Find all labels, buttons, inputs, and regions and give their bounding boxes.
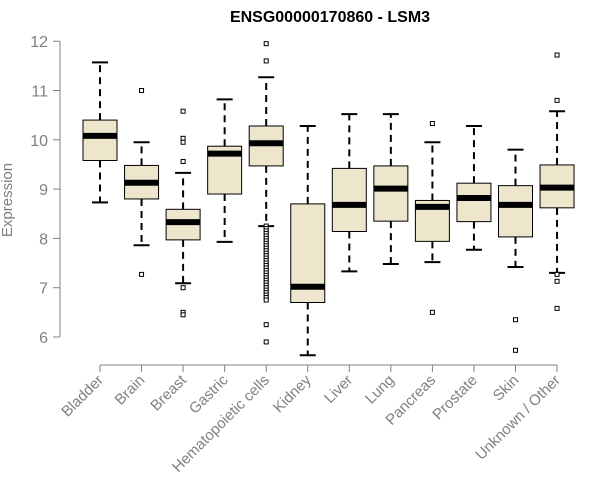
x-tick-label: Bladder: [58, 372, 107, 421]
x-tick-label: Lung: [362, 372, 398, 408]
outlier-point: [513, 317, 518, 323]
outlier-point: [180, 285, 186, 291]
y-tick-label: 7: [39, 281, 48, 298]
box-3: [165, 108, 201, 318]
outlier-point: [263, 41, 269, 47]
boxplot-series: [82, 41, 575, 357]
outlier-point: [554, 278, 560, 284]
outlier-point: [554, 97, 560, 103]
x-tick-label: Breast: [147, 371, 190, 414]
box-10: [456, 124, 492, 251]
outlier-point: [554, 271, 560, 277]
y-tick-label: 6: [39, 330, 48, 347]
box-12: [539, 52, 575, 311]
chart-title: ENSG00000170860 - LSM3: [230, 9, 430, 26]
box-2: [124, 88, 160, 277]
box-iqr: [456, 182, 492, 223]
outlier-point: [263, 297, 269, 303]
y-axis: 6 7 8 9 10 11 12: [30, 34, 61, 347]
y-tick-label: 9: [39, 182, 48, 199]
outlier-point: [180, 312, 186, 318]
box-5: [248, 41, 284, 345]
box-11: [498, 148, 533, 353]
y-axis-label: Expression: [0, 163, 16, 237]
y-tick-label: 11: [31, 84, 48, 101]
box-iqr: [498, 185, 533, 238]
outlier-point: [180, 135, 186, 141]
outlier-point: [263, 339, 269, 345]
outlier-point: [139, 271, 145, 277]
box-iqr: [373, 165, 409, 222]
outlier-point: [180, 158, 186, 164]
outlier-point: [429, 309, 435, 315]
outlier-point: [180, 108, 186, 114]
outlier-point: [429, 121, 435, 127]
x-tick-label: Liver: [321, 372, 356, 407]
outlier-point: [554, 305, 560, 311]
outlier-point: [263, 58, 269, 64]
outlier-point: [554, 52, 560, 58]
y-tick-label: 8: [39, 231, 48, 248]
x-tick-label: Skin: [490, 372, 523, 405]
outlier-point: [513, 347, 518, 353]
outlier-point: [139, 88, 145, 93]
box-4: [207, 98, 243, 243]
outlier-point: [263, 322, 269, 328]
x-tick-label: Prostate: [429, 372, 481, 424]
box-6: [290, 124, 326, 357]
x-tick-label: Brain: [112, 372, 149, 409]
outlier-point: [180, 139, 186, 145]
y-tick-label: 10: [30, 133, 48, 150]
box-iqr: [331, 167, 367, 232]
box-1: [82, 61, 118, 204]
x-tick-label: Kidney: [270, 371, 315, 416]
box-iqr: [82, 119, 118, 162]
box-9: [414, 121, 450, 315]
y-tick-label: 12: [30, 34, 48, 51]
box-8: [373, 113, 409, 266]
box-7: [331, 113, 367, 273]
